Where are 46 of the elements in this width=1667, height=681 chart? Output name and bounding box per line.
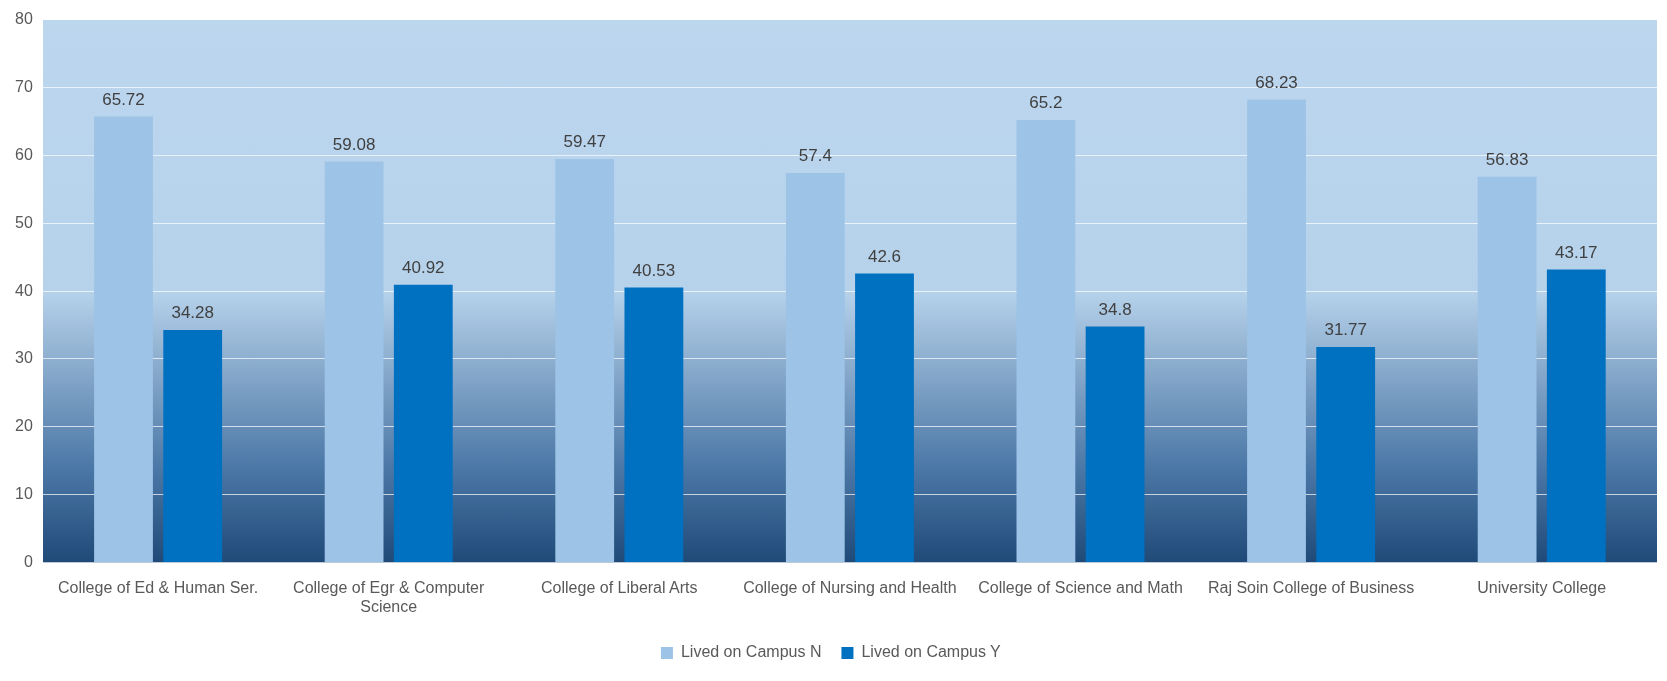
- data-label: 31.77: [1324, 320, 1367, 340]
- bar: [555, 158, 615, 563]
- y-tick-label: 0: [23, 553, 33, 571]
- legend-label: Lived on Campus N: [680, 643, 822, 661]
- x-tick-label: University College: [1477, 578, 1607, 596]
- data-label: 65.2: [1029, 93, 1063, 113]
- data-label: 56.83: [1485, 150, 1529, 170]
- bar: [855, 273, 914, 563]
- bar: [785, 173, 845, 563]
- data-label: 34.8: [1098, 299, 1132, 319]
- data-label: 59.08: [332, 134, 376, 154]
- y-tick-label: 60: [15, 145, 33, 163]
- y-tick-label: 80: [15, 10, 33, 28]
- data-label: 40.53: [632, 260, 676, 280]
- y-tick-label: 20: [15, 417, 33, 435]
- bar: [1477, 176, 1537, 563]
- bar: [1247, 99, 1306, 563]
- legend-label: Lived on Campus Y: [861, 643, 1002, 661]
- bar: [94, 116, 153, 563]
- y-tick-label: 40: [15, 281, 33, 299]
- x-tick-label: College of Egr & Computer Science: [293, 578, 485, 615]
- data-label: 57.4: [798, 146, 832, 166]
- bar: [1085, 326, 1145, 563]
- bar: [1316, 346, 1376, 563]
- x-tick-label: College of Science and Math: [978, 578, 1183, 596]
- data-label: 43.17: [1555, 242, 1598, 262]
- y-tick-label: 50: [15, 213, 33, 231]
- data-label: 40.92: [402, 258, 445, 278]
- data-label: 68.23: [1255, 72, 1298, 92]
- x-tick-label: College of Ed & Human Ser.: [58, 578, 259, 596]
- data-label: 42.6: [867, 246, 902, 266]
- y-tick-label: 70: [15, 77, 33, 95]
- bar: [1016, 120, 1076, 563]
- y-tick-label: 10: [15, 485, 33, 503]
- data-label: 59.47: [563, 132, 606, 152]
- data-label: 65.72: [102, 89, 145, 109]
- bar: [1546, 269, 1606, 563]
- bar: [324, 161, 384, 563]
- bar: [393, 284, 453, 563]
- bar: [624, 287, 684, 563]
- bar: [163, 329, 223, 563]
- x-tick-label: Raj Soin College of Business: [1207, 578, 1415, 596]
- x-tick-label: College of Liberal Arts: [541, 578, 698, 596]
- y-tick-label: 30: [15, 349, 33, 367]
- data-label: 34.28: [171, 303, 214, 323]
- x-tick-label: College of Nursing and Health: [743, 578, 957, 596]
